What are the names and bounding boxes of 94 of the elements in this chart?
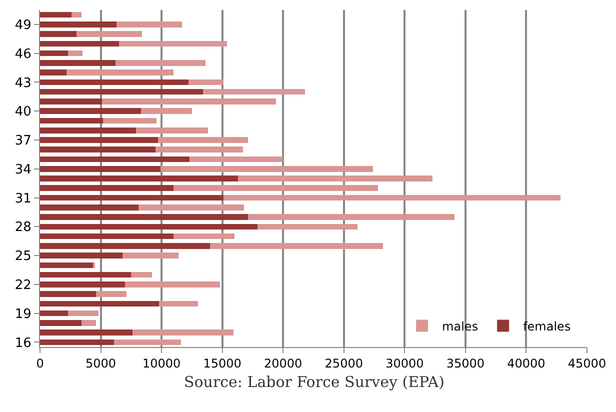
bar [40,176,238,182]
x-tick-label: 40000 [507,356,546,370]
y-tick-label: 22 [14,278,32,293]
y-tick-label: 37 [14,134,32,149]
bar [96,291,126,297]
bar [40,185,174,192]
bar [68,310,98,316]
bar [155,146,243,152]
bar [40,60,116,66]
bar [158,137,248,143]
bar [72,12,82,18]
bar [40,272,132,278]
y-tick-label: 19 [14,306,32,322]
bar [40,330,132,336]
bar [40,108,141,114]
bar [40,118,104,124]
bar [40,233,174,240]
bar [115,60,206,66]
bar [40,40,120,47]
x-tick-label: 5000 [86,356,116,370]
bar [40,310,68,316]
y-tick-label: 46 [14,46,32,62]
bar [40,252,123,258]
bar [40,12,72,18]
bar [138,204,244,210]
bar [238,176,433,182]
bar [119,40,228,47]
bar [159,300,198,307]
x-tick-label: 25000 [324,356,363,370]
bar [40,50,68,56]
bar [40,300,160,307]
bar [140,108,192,114]
bar [40,320,82,326]
bar [174,185,378,192]
source-note: Source: Labor Force Survey (EPA) [184,373,444,391]
bar [116,22,182,28]
bar [136,127,208,134]
y-tick-label: 16 [14,336,32,351]
y-tick-label: 28 [14,220,32,236]
x-tick-label: 15000 [203,356,242,370]
bar [66,70,174,76]
bar [40,31,76,37]
bar [202,88,305,95]
x-tick-label: 35000 [446,356,485,370]
x-tick-label: 10000 [142,356,181,370]
x-tick-label: 0 [36,356,44,370]
x-tick-label: 45000 [568,356,606,370]
bar [103,118,157,124]
bar [40,127,136,134]
y-tick-label: 43 [14,76,32,91]
bar [40,146,156,152]
bar [224,194,560,201]
bar [114,339,181,346]
bar [174,233,234,240]
bar [81,320,96,326]
bar [40,166,160,172]
bar [160,166,374,172]
bar [40,243,210,249]
bar [188,79,224,86]
bar [125,282,220,288]
bar [40,156,190,162]
bar [40,224,258,230]
bar [40,194,224,201]
bar [40,88,203,95]
bar [40,79,188,86]
y-tick-label: 40 [14,104,32,120]
y-tick-label: 49 [14,18,32,33]
y-tick-label: 31 [14,191,32,206]
legend-label: females [523,319,571,334]
bar [40,98,102,104]
bar [258,224,358,230]
bar [40,282,126,288]
bar [190,156,284,162]
bar [102,98,276,104]
bar [40,204,138,210]
legend-label: males [442,319,478,334]
y-tick-label: 34 [14,162,32,178]
bar [40,70,67,76]
bar [122,252,179,258]
bar [40,214,248,220]
bar [40,137,158,143]
y-tick-label: 25 [14,249,32,264]
bar [68,50,83,56]
bar [132,330,234,336]
bar [40,291,96,297]
x-tick-label: 20000 [264,356,302,370]
bar [40,262,94,268]
bar [210,243,383,249]
bar [248,214,454,220]
bar [40,339,114,346]
x-tick-label: 30000 [386,356,424,370]
bar [76,31,142,37]
bar [131,272,152,278]
bar [40,22,117,28]
